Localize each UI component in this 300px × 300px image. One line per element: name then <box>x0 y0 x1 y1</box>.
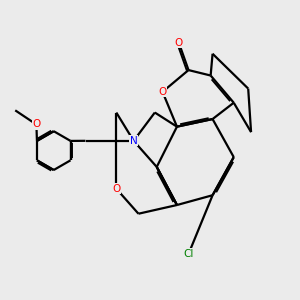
Text: O: O <box>158 87 166 97</box>
Text: Cl: Cl <box>183 249 194 259</box>
Text: N: N <box>130 136 137 146</box>
Text: O: O <box>175 38 183 48</box>
Text: O: O <box>112 184 120 194</box>
Text: O: O <box>32 119 40 130</box>
